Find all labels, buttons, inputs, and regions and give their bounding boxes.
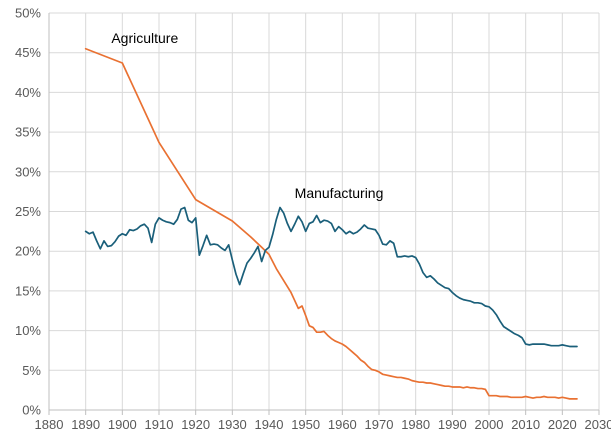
y-tick-label: 40% bbox=[15, 85, 41, 100]
series-lines bbox=[84, 47, 578, 400]
x-tick-label: 2000 bbox=[475, 417, 504, 432]
x-tick-label: 1910 bbox=[145, 417, 174, 432]
x-tick-label: 1960 bbox=[328, 417, 357, 432]
y-tick-label: 15% bbox=[15, 283, 41, 298]
x-tick-label: 1890 bbox=[71, 417, 100, 432]
gridlines bbox=[49, 12, 600, 410]
series-label-manufacturing: Manufacturing bbox=[295, 185, 384, 201]
x-tick-label: 1930 bbox=[218, 417, 247, 432]
y-tick-label: 5% bbox=[22, 363, 41, 378]
y-tick-label: 25% bbox=[15, 204, 41, 219]
axes: 0% 5% 10% 15% 20% 25% 30% 35% 40% 45% 50% 1880 1890 1… bbox=[15, 6, 611, 433]
y-tick-label: 10% bbox=[15, 323, 41, 338]
y-tick-label: 45% bbox=[15, 45, 41, 60]
x-tick-label: 1990 bbox=[438, 417, 467, 432]
series-line-agriculture bbox=[84, 47, 578, 400]
series-labels: Agriculture Manufacturing bbox=[111, 30, 383, 201]
y-tick-label: 50% bbox=[15, 6, 41, 21]
y-tick-label: 20% bbox=[15, 244, 41, 259]
y-tick-label: 35% bbox=[15, 125, 41, 140]
x-tick-label: 1920 bbox=[181, 417, 210, 432]
x-tick-label: 1880 bbox=[35, 417, 64, 432]
y-tick-label: 0% bbox=[22, 403, 41, 418]
x-tick-label: 1980 bbox=[401, 417, 430, 432]
x-tick-label: 2030 bbox=[585, 417, 611, 432]
x-tick-label: 1950 bbox=[291, 417, 320, 432]
x-tick-label: 1900 bbox=[108, 417, 137, 432]
y-tick-label: 30% bbox=[15, 164, 41, 179]
x-tick-label: 2020 bbox=[548, 417, 577, 432]
x-tick-label: 1940 bbox=[255, 417, 284, 432]
x-tick-label: 1970 bbox=[365, 417, 394, 432]
series-label-agriculture: Agriculture bbox=[111, 30, 178, 46]
series-line-manufacturing bbox=[84, 206, 578, 348]
x-tick-label: 2010 bbox=[511, 417, 540, 432]
